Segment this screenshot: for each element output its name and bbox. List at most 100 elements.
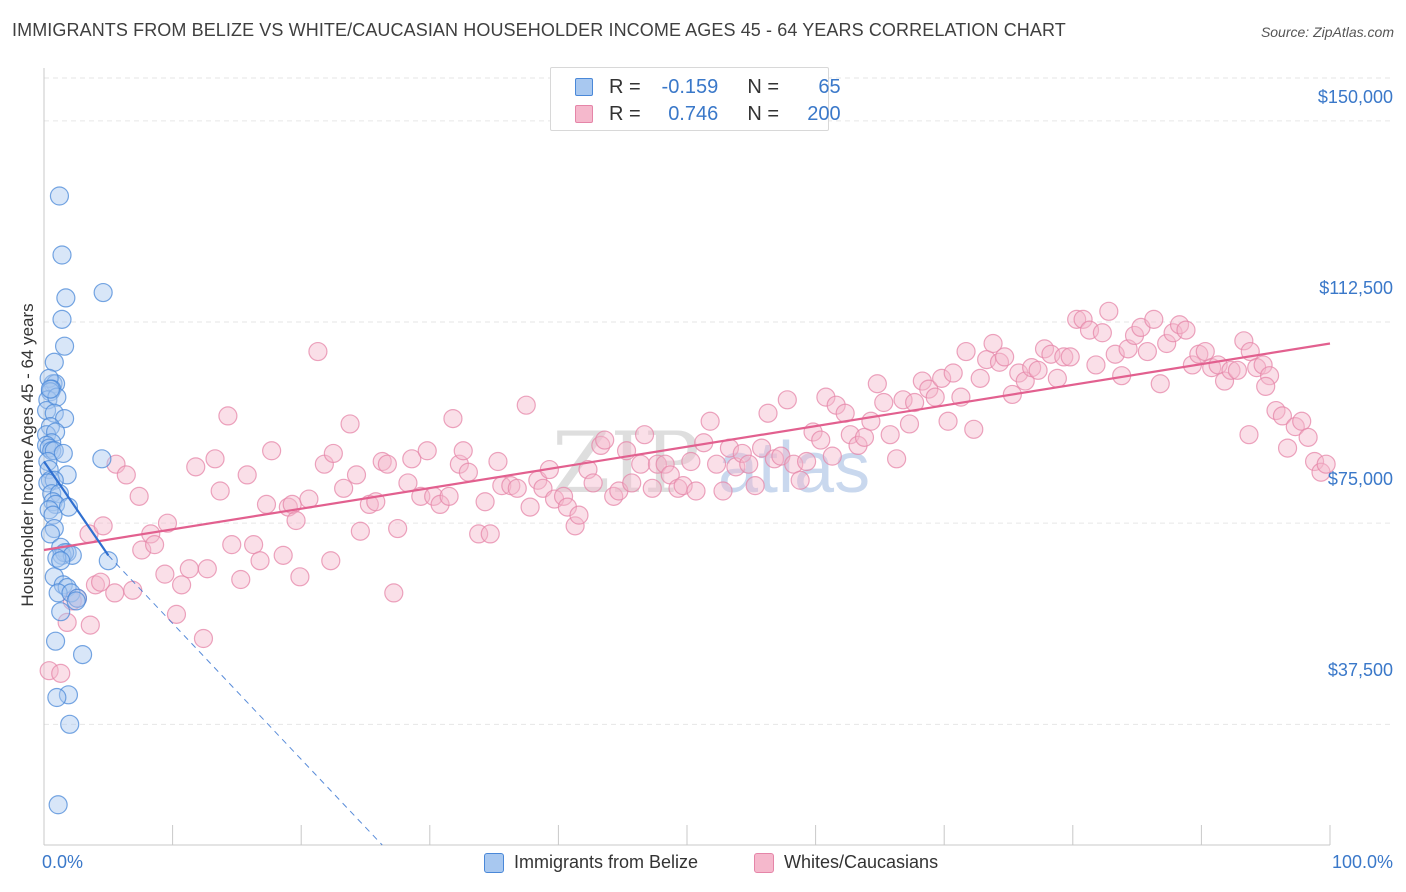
x-tick-label-min: 0.0%	[42, 852, 84, 872]
point-whites-caucasians	[840, 425, 860, 445]
point-whites-caucasians	[970, 368, 990, 388]
point-whites-caucasians	[822, 446, 842, 466]
point-whites-caucasians	[350, 521, 370, 541]
point-immigrants-from-belize	[49, 186, 70, 206]
bottom-legend-swatch-blue	[484, 853, 504, 873]
point-whites-caucasians	[250, 551, 270, 571]
point-whites-caucasians	[51, 663, 71, 683]
point-whites-caucasians	[334, 478, 354, 498]
point-immigrants-from-belize	[42, 484, 62, 504]
point-whites-caucasians	[157, 513, 178, 533]
point-whites-caucasians	[811, 430, 831, 450]
point-whites-caucasians	[604, 486, 624, 506]
point-whites-caucasians	[384, 583, 404, 603]
bottom-legend-label-whites: Whites/Caucasians	[784, 852, 939, 872]
point-whites-caucasians	[880, 425, 900, 445]
point-immigrants-from-belize	[36, 400, 57, 421]
point-whites-caucasians	[39, 661, 59, 681]
point-whites-caucasians	[80, 615, 100, 635]
point-whites-caucasians	[237, 465, 257, 485]
point-whites-caucasians	[1316, 454, 1336, 474]
point-whites-caucasians	[1266, 400, 1286, 421]
chart-title: IMMIGRANTS FROM BELIZE VS WHITE/CAUCASIA…	[12, 20, 1066, 40]
point-whites-caucasians	[995, 347, 1015, 367]
point-whites-caucasians	[1176, 320, 1196, 340]
point-whites-caucasians	[480, 524, 500, 544]
point-whites-caucasians	[932, 368, 952, 388]
point-immigrants-from-belize	[51, 551, 71, 571]
point-whites-caucasians	[256, 494, 277, 515]
point-immigrants-from-belize	[54, 336, 75, 356]
point-whites-caucasians	[402, 449, 422, 469]
point-whites-caucasians	[1259, 366, 1280, 386]
point-whites-caucasians	[377, 454, 397, 474]
point-whites-caucasians	[899, 414, 920, 434]
point-whites-caucasians	[634, 425, 655, 445]
point-whites-caucasians	[874, 392, 894, 413]
point-whites-caucasians	[1256, 376, 1276, 397]
point-whites-caucasians	[469, 524, 489, 544]
point-immigrants-from-belize	[51, 602, 71, 622]
point-whites-caucasians	[388, 518, 408, 539]
point-whites-caucasians	[854, 427, 875, 447]
point-whites-caucasians	[790, 470, 810, 490]
source-label: Source: ZipAtlas.com	[1260, 24, 1394, 40]
point-whites-caucasians	[861, 411, 881, 431]
point-whites-caucasians	[1272, 406, 1293, 426]
point-immigrants-from-belize	[44, 352, 64, 372]
point-whites-caucasians	[1277, 438, 1298, 458]
point-whites-caucasians	[1227, 360, 1248, 380]
point-whites-caucasians	[144, 535, 165, 555]
trend-line-immigrants-from-belize	[43, 460, 110, 556]
point-whites-caucasians	[983, 333, 1003, 354]
point-whites-caucasians	[647, 454, 668, 474]
point-whites-caucasians	[622, 473, 642, 493]
point-whites-caucasians	[732, 443, 752, 464]
point-whites-caucasians	[218, 406, 238, 426]
point-whites-caucasians	[1304, 451, 1325, 472]
point-immigrants-from-belize	[39, 500, 59, 520]
point-whites-caucasians	[1028, 360, 1048, 380]
point-whites-caucasians	[222, 535, 242, 555]
bottom-legend-swatch-pink	[754, 853, 774, 873]
trend-lines	[43, 342, 1331, 846]
point-whites-caucasians	[1047, 368, 1067, 388]
point-whites-caucasians	[262, 441, 282, 461]
point-whites-caucasians	[417, 441, 437, 461]
point-immigrants-from-belize	[52, 245, 72, 265]
point-whites-caucasians	[713, 481, 733, 501]
point-whites-caucasians	[166, 604, 187, 624]
y-tick-label-75000: $75,000	[1327, 469, 1393, 489]
point-whites-caucasians	[943, 363, 963, 383]
point-whites-caucasians	[321, 551, 341, 571]
point-whites-caucasians	[323, 443, 343, 464]
point-immigrants-from-belize	[98, 551, 118, 571]
point-whites-caucasians	[443, 408, 463, 429]
point-whites-caucasians	[458, 462, 478, 482]
point-whites-caucasians	[565, 516, 585, 536]
point-whites-caucasians	[642, 478, 662, 498]
y-tick-label-112500: $112,500	[1319, 278, 1393, 298]
point-whites-caucasians	[867, 374, 887, 394]
point-whites-caucasians	[925, 387, 945, 407]
point-immigrants-from-belize	[92, 449, 112, 469]
point-whites-caucasians	[553, 486, 574, 506]
point-immigrants-from-belize	[40, 379, 61, 399]
point-whites-caucasians	[340, 414, 360, 434]
legend-n-label: N =	[747, 103, 780, 125]
point-whites-caucasians	[85, 575, 106, 595]
point-whites-caucasians	[1150, 374, 1170, 394]
point-immigrants-from-belize	[47, 687, 67, 708]
point-whites-caucasians	[179, 559, 199, 579]
trend-line-whites-caucasians	[43, 342, 1331, 552]
point-whites-caucasians	[193, 628, 214, 649]
point-whites-caucasians	[673, 476, 693, 496]
point-whites-caucasians	[155, 564, 175, 584]
point-whites-caucasians	[777, 390, 797, 410]
point-whites-caucasians	[398, 473, 418, 493]
legend-r-label: R =	[609, 103, 641, 125]
point-whites-caucasians	[453, 441, 473, 461]
point-immigrants-from-belize	[60, 714, 80, 734]
point-whites-caucasians	[1234, 331, 1254, 351]
point-whites-caucasians	[989, 352, 1010, 372]
